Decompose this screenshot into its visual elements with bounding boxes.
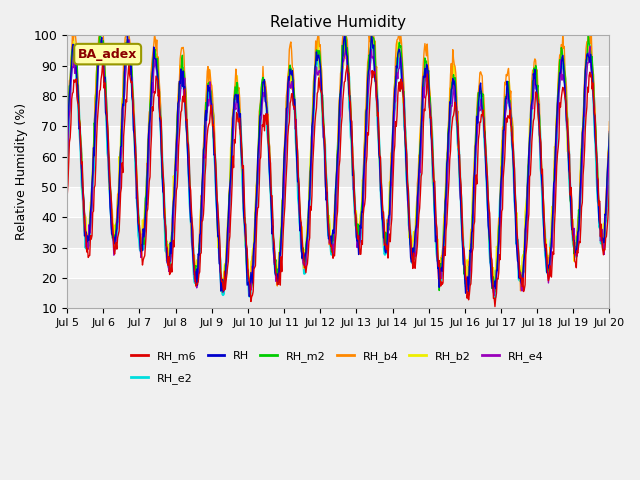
Bar bbox=[67, 66, 609, 96]
Bar bbox=[67, 126, 609, 156]
Text: BA_adex: BA_adex bbox=[78, 48, 138, 60]
Bar bbox=[67, 187, 609, 217]
Bar bbox=[67, 248, 609, 278]
Y-axis label: Relative Humidity (%): Relative Humidity (%) bbox=[15, 103, 28, 240]
Legend: RH_e2: RH_e2 bbox=[127, 368, 197, 388]
Title: Relative Humidity: Relative Humidity bbox=[270, 15, 406, 30]
